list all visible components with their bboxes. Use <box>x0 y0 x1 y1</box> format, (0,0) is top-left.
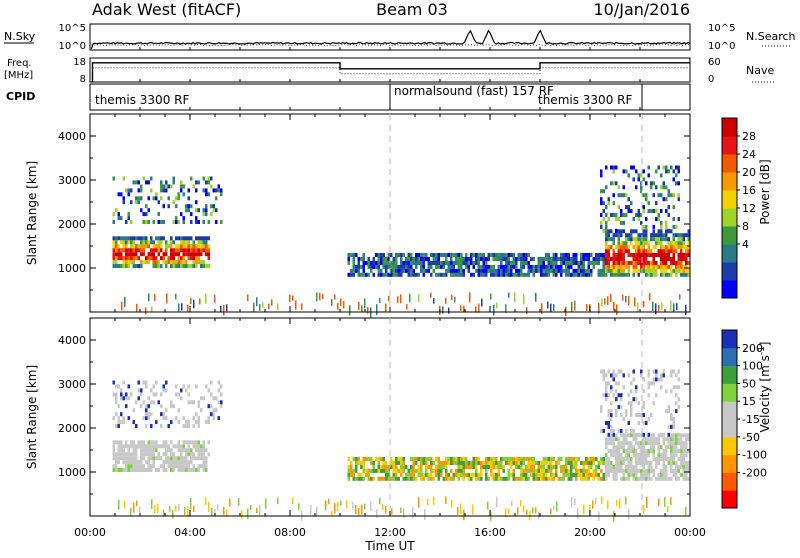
xtick-label: 00:00 <box>674 526 706 539</box>
nave-label: Nave <box>746 64 774 77</box>
velocity-heatmap-panel: 1000 2000 3000 4000 Slant Range [km] 200 100… <box>25 317 772 522</box>
colorbar-tick: -50 <box>742 431 760 444</box>
colorbar-tick: 28 <box>742 130 756 143</box>
nsky-left-tick-top: 10^5 <box>59 23 86 34</box>
colorbar-tick: 50 <box>742 377 756 390</box>
x-axis-tick-labels: 00:00 04:00 08:00 12:00 16:00 20:00 00:00 <box>74 47 706 539</box>
power-colorbar: 28 24 20 16 12 8 4 <box>721 117 756 299</box>
nsky-right-tick-bottom: 10^0 <box>708 41 735 52</box>
colorbar-tick: 20 <box>742 166 756 179</box>
nsky-left-tick-bottom: 10^0 <box>59 41 86 52</box>
freq-left-tick-top: 18 <box>73 57 86 68</box>
velocity-colorbar: 200 100 50 15 -15 -50 -100 -200 <box>721 329 767 509</box>
ytick-label: 1000 <box>58 262 86 275</box>
velocity-cells <box>112 369 690 522</box>
freq-right-tick-bottom: 0 <box>708 74 714 85</box>
velocity-ylabel: Slant Range [km] <box>25 365 39 469</box>
xtick-label: 04:00 <box>174 526 206 539</box>
beam-title: Beam 03 <box>376 0 448 19</box>
ytick-label: 4000 <box>58 334 86 347</box>
ytick-label: 4000 <box>58 130 86 143</box>
power-colorbar-label: Power [dB] <box>758 159 772 224</box>
xtick-label: 00:00 <box>74 526 106 539</box>
nsky-label: N.Sky <box>4 30 36 43</box>
nsky-panel: N.Sky 10^5 10^0 10^5 10^0 N.Search <box>4 23 796 52</box>
power-heatmap-panel: 1000 2000 3000 4000 Slant Range [km] 28 24 20… <box>25 113 772 318</box>
ytick-label: 2000 <box>58 218 86 231</box>
power-ylabel: Slant Range [km] <box>25 161 39 265</box>
colorbar-tick: 4 <box>742 238 749 251</box>
colorbar-tick: 15 <box>742 395 756 408</box>
xtick-label: 08:00 <box>274 526 306 539</box>
colorbar-tick: 24 <box>742 148 756 161</box>
x-axis-label: Time UT <box>364 539 415 553</box>
colorbar-tick: -100 <box>742 449 767 462</box>
cpid-program-1: themis 3300 RF <box>95 93 189 107</box>
colorbar-tick: -15 <box>742 413 760 426</box>
freq-trace <box>91 62 690 82</box>
nsearch-trace <box>91 44 691 46</box>
xtick-label: 16:00 <box>474 526 506 539</box>
ytick-label: 2000 <box>58 422 86 435</box>
xtick-label: 20:00 <box>574 526 606 539</box>
xtick-label: 12:00 <box>374 526 406 539</box>
freq-left-tick-bottom: 8 <box>80 74 86 85</box>
date-title: 10/Jan/2016 <box>593 0 690 19</box>
ytick-label: 3000 <box>58 174 86 187</box>
cpid-program-2: normalsound (fast) 157 RF <box>394 84 554 98</box>
ytick-label: 3000 <box>58 378 86 391</box>
power-cells <box>112 165 690 318</box>
freq-unit-label: [MHz] <box>4 70 33 81</box>
velocity-colorbar-label: Velocity [m s-1] <box>757 342 772 433</box>
colorbar-tick: 16 <box>742 184 756 197</box>
colorbar-tick: 8 <box>742 220 749 233</box>
station-title: Adak West (fitACF) <box>92 0 241 19</box>
nsky-trace <box>90 29 691 50</box>
freq-label: Freq. <box>7 58 32 69</box>
colorbar-tick: 100 <box>742 360 763 373</box>
colorbar-tick: 12 <box>742 202 756 215</box>
cpid-label: CPID <box>6 90 35 103</box>
nsearch-label: N.Search <box>746 30 796 43</box>
nsky-right-tick-top: 10^5 <box>708 23 735 34</box>
cpid-panel: CPID themis 3300 RF normalsound (fast) 1… <box>6 83 691 111</box>
colorbar-tick: -200 <box>742 466 767 479</box>
cpid-program-3: themis 3300 RF <box>538 93 632 107</box>
colorbar-tick: 200 <box>742 342 763 355</box>
freq-right-tick-top: 60 <box>708 57 721 68</box>
ytick-label: 1000 <box>58 466 86 479</box>
